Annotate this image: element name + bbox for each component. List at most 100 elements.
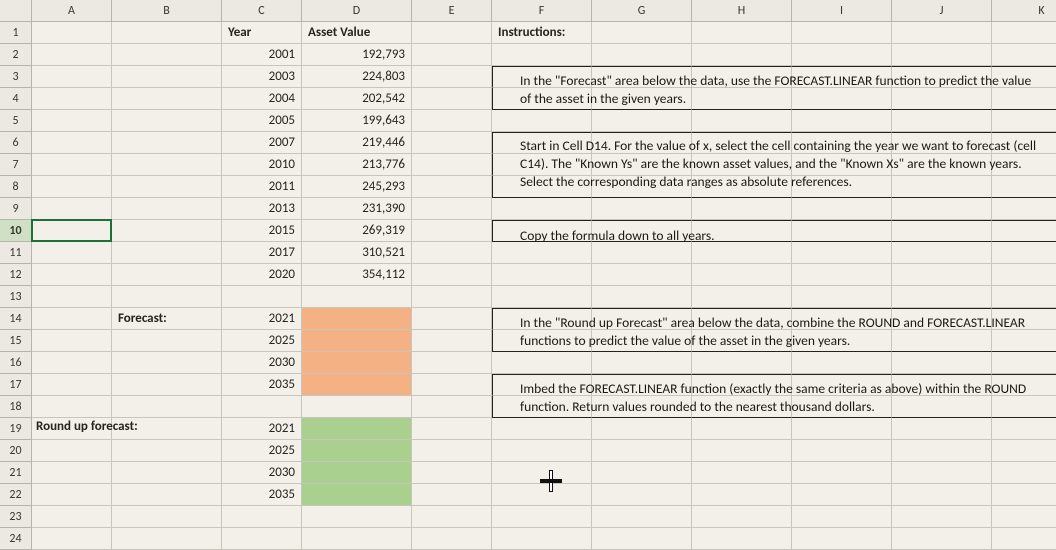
cell-D15[interactable] (302, 330, 412, 352)
row-header[interactable]: 11 (0, 242, 32, 264)
cell-F19[interactable] (492, 418, 592, 440)
cell-K5[interactable] (992, 110, 1056, 132)
cell-A14[interactable] (32, 308, 112, 330)
cell-A5[interactable] (32, 110, 112, 132)
cell-J22[interactable] (892, 484, 992, 506)
column-header[interactable]: E (412, 0, 492, 22)
cell-I13[interactable] (792, 286, 892, 308)
cell-D7[interactable]: 213,776 (302, 154, 412, 176)
cell-E8[interactable] (412, 176, 492, 198)
cell-K24[interactable] (992, 528, 1056, 550)
row-header[interactable]: 6 (0, 132, 32, 154)
cell-B15[interactable] (112, 330, 222, 352)
cell-C9[interactable]: 2013 (222, 198, 302, 220)
cell-D3[interactable]: 224,803 (302, 66, 412, 88)
cell-E18[interactable] (412, 396, 492, 418)
cell-A12[interactable] (32, 264, 112, 286)
cell-A4[interactable] (32, 88, 112, 110)
cell-E19[interactable] (412, 418, 492, 440)
cell-C13[interactable] (222, 286, 302, 308)
cell-H5[interactable] (692, 110, 792, 132)
row-header[interactable]: 8 (0, 176, 32, 198)
cell-A20[interactable] (32, 440, 112, 462)
cell-F20[interactable] (492, 440, 592, 462)
cell-I20[interactable] (792, 440, 892, 462)
cell-C18[interactable] (222, 396, 302, 418)
cell-J16[interactable] (892, 352, 992, 374)
row-header[interactable]: 12 (0, 264, 32, 286)
cell-J19[interactable] (892, 418, 992, 440)
row-header[interactable]: 3 (0, 66, 32, 88)
cell-A24[interactable] (32, 528, 112, 550)
cell-H24[interactable] (692, 528, 792, 550)
cell-A15[interactable] (32, 330, 112, 352)
cell-H20[interactable] (692, 440, 792, 462)
cell-I2[interactable] (792, 44, 892, 66)
cell-B11[interactable] (112, 242, 222, 264)
cell-B12[interactable] (112, 264, 222, 286)
cell-F1[interactable]: Instructions: (492, 22, 592, 44)
row-header[interactable]: 7 (0, 154, 32, 176)
cell-A3[interactable] (32, 66, 112, 88)
cell-I12[interactable] (792, 264, 892, 286)
cell-B14[interactable]: Forecast: (112, 308, 222, 330)
cell-E22[interactable] (412, 484, 492, 506)
cell-G13[interactable] (592, 286, 692, 308)
cell-E13[interactable] (412, 286, 492, 308)
cell-C2[interactable]: 2001 (222, 44, 302, 66)
cell-H21[interactable] (692, 462, 792, 484)
cell-G24[interactable] (592, 528, 692, 550)
row-header[interactable]: 15 (0, 330, 32, 352)
cell-D12[interactable]: 354,112 (302, 264, 412, 286)
cell-H22[interactable] (692, 484, 792, 506)
cell-G1[interactable] (592, 22, 692, 44)
cell-J21[interactable] (892, 462, 992, 484)
cell-H19[interactable] (692, 418, 792, 440)
cell-F21[interactable] (492, 462, 592, 484)
cell-E24[interactable] (412, 528, 492, 550)
cell-G5[interactable] (592, 110, 692, 132)
row-header[interactable]: 24 (0, 528, 32, 550)
cell-A10[interactable] (32, 220, 112, 242)
row-header[interactable]: 14 (0, 308, 32, 330)
cell-B22[interactable] (112, 484, 222, 506)
cell-C6[interactable]: 2007 (222, 132, 302, 154)
cell-D16[interactable] (302, 352, 412, 374)
cell-B24[interactable] (112, 528, 222, 550)
cell-D1[interactable]: Asset Value (302, 22, 412, 44)
column-header[interactable]: C (222, 0, 302, 22)
cell-G20[interactable] (592, 440, 692, 462)
cell-J24[interactable] (892, 528, 992, 550)
cell-B3[interactable] (112, 66, 222, 88)
row-header[interactable]: 13 (0, 286, 32, 308)
cell-K16[interactable] (992, 352, 1056, 374)
column-header[interactable]: B (112, 0, 222, 22)
cell-G9[interactable] (592, 198, 692, 220)
cell-H9[interactable] (692, 198, 792, 220)
cell-D5[interactable]: 199,643 (302, 110, 412, 132)
cell-H23[interactable] (692, 506, 792, 528)
cell-E3[interactable] (412, 66, 492, 88)
column-header[interactable]: K (992, 0, 1056, 22)
cell-C20[interactable]: 2025 (222, 440, 302, 462)
cell-C8[interactable]: 2011 (222, 176, 302, 198)
column-header[interactable]: J (892, 0, 992, 22)
row-header[interactable]: 16 (0, 352, 32, 374)
cell-H13[interactable] (692, 286, 792, 308)
cell-C3[interactable]: 2003 (222, 66, 302, 88)
column-header[interactable]: I (792, 0, 892, 22)
cell-B4[interactable] (112, 88, 222, 110)
cell-I23[interactable] (792, 506, 892, 528)
cell-B1[interactable] (112, 22, 222, 44)
cell-E17[interactable] (412, 374, 492, 396)
cell-E10[interactable] (412, 220, 492, 242)
cell-G12[interactable] (592, 264, 692, 286)
cell-E14[interactable] (412, 308, 492, 330)
cell-H2[interactable] (692, 44, 792, 66)
cell-D14[interactable] (302, 308, 412, 330)
cell-A18[interactable] (32, 396, 112, 418)
cell-D10[interactable]: 269,319 (302, 220, 412, 242)
cell-B8[interactable] (112, 176, 222, 198)
cell-E7[interactable] (412, 154, 492, 176)
cell-D13[interactable] (302, 286, 412, 308)
